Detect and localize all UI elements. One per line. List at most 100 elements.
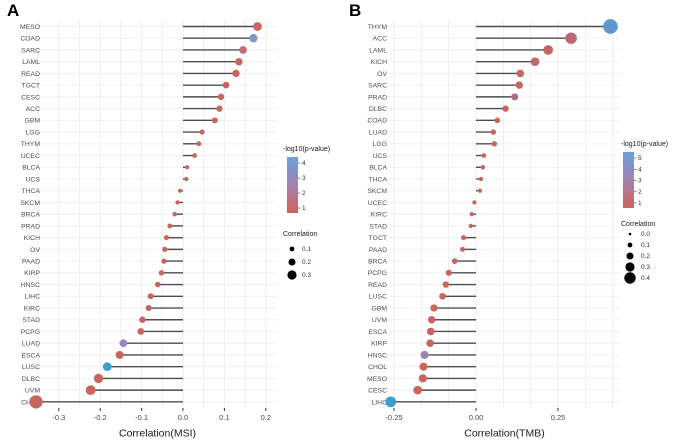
lollipop-row-LIHC: LIHC (372, 396, 476, 408)
lollipop-dot-BRCA (172, 211, 177, 217)
pvalue-legend-tick-label: 2 (638, 189, 642, 196)
x-axis-title: Correlation(MSI) (119, 428, 196, 440)
lollipop-dot-CHOL (29, 395, 43, 409)
lollipop-row-GBM: GBM (25, 117, 218, 125)
pvalue-gradient-bar (623, 152, 634, 208)
category-label: BLCA (369, 165, 387, 172)
lollipop-row-GBM: GBM (372, 304, 476, 312)
lollipop-row-CESC: CESC (368, 385, 476, 395)
lollipop-row-HNSC: HNSC (368, 350, 476, 359)
lollipop-dot-UCEC (472, 200, 477, 205)
lollipop-row-ESCA: ESCA (368, 327, 476, 336)
lollipop-dot-READ (442, 281, 450, 288)
category-label: KICH (371, 59, 387, 66)
x-axis: -0.3 -0.2 -0.1 0.0 0.1 0.2 Correlation(MSI) (52, 408, 271, 440)
lollipop-row-KICH: KICH (371, 57, 540, 66)
category-label: KICH (24, 235, 40, 242)
lollipop-dot-PAAD (161, 258, 167, 264)
category-label: LUSC (369, 294, 387, 301)
axis-tick-label: 0.00 (469, 413, 484, 422)
size-legend-tick-label: 0.2 (302, 259, 311, 266)
lollipop-dot-ESCA (115, 350, 124, 359)
lollipop-dot-LIHC (385, 396, 397, 408)
lollipop-row-SARC: SARC (21, 46, 247, 54)
pvalue-legend-tick-label: 4 (638, 166, 642, 173)
lollipop-row-ESCA: ESCA (21, 350, 183, 359)
lollipop-dot-KICH (530, 57, 540, 67)
category-label: LGG (373, 141, 387, 148)
lollipop-dot-ESCA (426, 327, 435, 336)
size-legend-dot (288, 258, 296, 266)
size-legend-tick-label: 0.1 (302, 246, 311, 253)
lollipop-row-CESC: CESC (21, 93, 225, 101)
category-label: KIRP (371, 341, 387, 348)
category-label: SARC (368, 83, 387, 90)
lollipop-row-LGG: LGG (26, 129, 205, 136)
lollipop-dot-THYM (603, 19, 618, 34)
lollipop-dot-BLCA (185, 165, 190, 170)
lollipop-row-BRCA: BRCA (368, 258, 476, 266)
category-label: TGCT (369, 235, 388, 242)
lollipop-row-OV: OV (30, 247, 183, 254)
lollipop-row-READ: READ (368, 281, 476, 289)
category-label: MESO (367, 376, 387, 383)
category-label: ACC (26, 106, 40, 113)
pvalue-legend-tick-label: 5 (638, 155, 642, 162)
lollipop-dot-DLBC (93, 373, 104, 384)
lollipop-row-UCEC: UCEC (21, 153, 197, 160)
lollipop-dot-LGG (199, 129, 205, 135)
category-label: OV (377, 71, 387, 78)
lollipop-row-UVM: UVM (25, 385, 183, 396)
category-label: KIRC (371, 212, 387, 219)
category-label: LAML (369, 47, 387, 54)
lollipop-row-COAD: COAD (20, 34, 258, 43)
lollipop-dot-LAML (543, 45, 554, 55)
lollipop-dot-MESO (253, 22, 262, 31)
lollipop-dot-UCEC (192, 153, 197, 158)
lollipop-row-READ: READ (21, 69, 240, 78)
category-label: STAD (22, 317, 40, 324)
lollipop-dot-UVM (85, 385, 96, 396)
lollipop-row-KIRC: KIRC (371, 212, 476, 219)
size-legend-dot (289, 246, 295, 252)
category-label: LUSC (22, 364, 40, 371)
category-label: DLBC (369, 106, 387, 113)
pvalue-legend-tick-label: 1 (638, 200, 642, 207)
lollipop-dot-HNSC (420, 350, 429, 359)
lollipop-row-UCS: UCS (26, 176, 189, 183)
lollipop-dot-STAD (468, 223, 473, 229)
lollipop-dot-GBM (430, 304, 438, 312)
lollipop-dot-COAD (249, 34, 258, 43)
lollipop-row-OV: OV (377, 69, 525, 78)
size-legend-dot (626, 252, 634, 260)
panel-a: A MESO COAD SARC LAML READ TGCT CESC ACC GBM LGG T… (0, 0, 341, 444)
category-label: PCPG (21, 329, 40, 336)
lollipop-row-UCS: UCS (373, 153, 487, 160)
category-label: READ (21, 71, 40, 78)
lollipop-dot-CESC (217, 93, 225, 101)
lollipop-dot-LAML (235, 57, 243, 66)
horizontal-gridlines (38, 26, 277, 403)
lollipop-row-MESO: MESO (20, 22, 262, 31)
lollipop-dot-PCPG (137, 328, 145, 335)
category-label: LUAD (22, 341, 40, 348)
lollipop-dot-TGCT (222, 81, 230, 89)
pvalue-legend: -log10(p-value) 5 4 3 2 1 (621, 141, 668, 208)
lollipop-dot-BLCA (480, 164, 486, 170)
lollipop-dot-BRCA (451, 258, 458, 264)
x-axis-title: Correlation(TMB) (464, 428, 545, 440)
panel-a-letter: A (7, 1, 20, 20)
size-legend-dot (287, 270, 297, 280)
lollipop-row-CHOL: CHOL (21, 395, 183, 409)
pvalue-legend-tick-label: 3 (302, 175, 306, 182)
size-legend-dot (628, 232, 632, 236)
lollipop-dot-SARC (515, 81, 524, 89)
lollipop-row-SKCM: SKCM (367, 188, 483, 195)
category-label: SARC (21, 47, 40, 54)
category-label: BRCA (21, 212, 40, 219)
lollipop-row-LUAD: LUAD (369, 129, 497, 136)
lollipop-row-LGG: LGG (373, 141, 498, 148)
category-label: HNSC (368, 352, 387, 359)
lollipop-dot-PAAD (460, 246, 466, 252)
